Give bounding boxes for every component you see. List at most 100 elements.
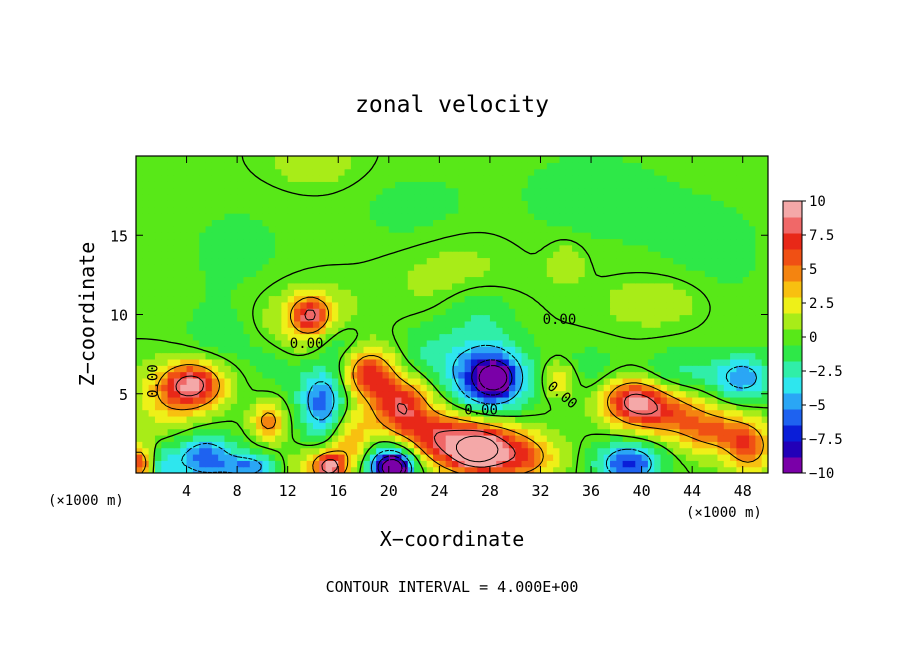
heatmap-cell	[369, 282, 377, 290]
heatmap-cell	[610, 314, 617, 322]
heatmap-cell	[420, 428, 428, 436]
heatmap-cell	[660, 415, 668, 423]
heatmap-cell	[597, 238, 605, 246]
heatmap-cell	[616, 263, 624, 271]
heatmap-cell	[647, 232, 655, 240]
heatmap-cell	[199, 257, 207, 265]
heatmap-cell	[420, 244, 428, 252]
heatmap-cell	[325, 181, 333, 189]
heatmap-cell	[704, 181, 712, 189]
heatmap-cell	[243, 225, 251, 233]
heatmap-cell	[445, 263, 453, 271]
heatmap-cell	[433, 333, 440, 341]
heatmap-cell	[192, 238, 200, 246]
heatmap-cell	[730, 320, 737, 328]
heatmap-cell	[407, 352, 415, 360]
heatmap-cell	[338, 270, 346, 278]
heatmap-cell	[192, 276, 200, 284]
heatmap-cell	[527, 301, 535, 309]
heatmap-cell	[369, 447, 377, 455]
heatmap-cell	[319, 384, 327, 392]
heatmap-cell	[350, 232, 358, 240]
heatmap-cell	[711, 453, 719, 461]
heatmap-cell	[338, 219, 346, 227]
heatmap-cell	[142, 422, 150, 430]
heatmap-cell	[407, 434, 415, 442]
heatmap-cell	[641, 289, 649, 297]
heatmap-cell	[237, 371, 245, 379]
heatmap-cell	[237, 289, 245, 297]
heatmap-cell	[256, 333, 263, 341]
heatmap-cell	[584, 232, 592, 240]
heatmap-cell	[294, 434, 301, 442]
heatmap-cell	[572, 384, 579, 392]
heatmap-cell	[218, 390, 226, 398]
heatmap-cell	[230, 460, 238, 468]
heatmap-cell	[565, 377, 573, 385]
heatmap-cell	[685, 219, 693, 227]
heatmap-cell	[426, 339, 434, 347]
heatmap-cell	[572, 434, 579, 442]
heatmap-cell	[603, 396, 611, 404]
heatmap-cell	[521, 377, 529, 385]
heatmap-cell	[287, 453, 295, 461]
heatmap-cell	[458, 308, 466, 316]
heatmap-cell	[243, 327, 251, 335]
heatmap-cell	[154, 289, 162, 297]
heatmap-cell	[369, 466, 377, 473]
heatmap-cell	[300, 377, 308, 385]
heatmap-cell	[180, 168, 188, 176]
heatmap-cell	[142, 251, 150, 259]
heatmap-cell	[452, 200, 459, 208]
heatmap-cell	[527, 409, 535, 417]
heatmap-cell	[218, 314, 226, 322]
heatmap-cell	[262, 460, 270, 468]
heatmap-cell	[692, 441, 700, 449]
heatmap-cell	[711, 339, 719, 347]
heatmap-cell	[654, 403, 662, 411]
heatmap-cell	[186, 428, 194, 436]
heatmap-cell	[161, 168, 169, 176]
heatmap-cell	[407, 409, 415, 417]
heatmap-cell	[192, 466, 200, 473]
heatmap-cell	[597, 339, 605, 347]
heatmap-cell	[306, 162, 314, 170]
heatmap-cell	[445, 415, 453, 423]
heatmap-cell	[578, 168, 586, 176]
heatmap-cell	[458, 194, 466, 201]
heatmap-cell	[578, 422, 586, 430]
heatmap-cell	[730, 219, 737, 227]
heatmap-cell	[237, 270, 245, 278]
heatmap-cell	[414, 168, 421, 176]
heatmap-cell	[312, 320, 320, 328]
heatmap-cell	[148, 314, 156, 322]
heatmap-cell	[338, 314, 346, 322]
heatmap-cell	[338, 428, 346, 436]
heatmap-cell	[660, 371, 668, 379]
heatmap-cell	[414, 320, 421, 328]
heatmap-cell	[641, 466, 649, 473]
heatmap-cell	[730, 333, 737, 341]
heatmap-cell	[540, 415, 548, 423]
heatmap-cell	[218, 365, 226, 373]
heatmap-cell	[136, 276, 143, 284]
heatmap-cell	[338, 358, 346, 366]
heatmap-cell	[388, 396, 396, 404]
heatmap-cell	[591, 162, 598, 170]
heatmap-cell	[622, 460, 630, 468]
heatmap-cell	[369, 270, 377, 278]
heatmap-cell	[211, 339, 219, 347]
heatmap-cell	[635, 263, 643, 271]
heatmap-cell	[363, 377, 371, 385]
heatmap-cell	[584, 384, 592, 392]
heatmap-cell	[711, 428, 719, 436]
heatmap-cell	[755, 194, 763, 201]
heatmap-cell	[673, 346, 681, 354]
heatmap-cell	[211, 447, 219, 455]
heatmap-cell	[350, 434, 358, 442]
heatmap-cell	[136, 434, 143, 442]
heatmap-cell	[527, 232, 535, 240]
heatmap-cell	[439, 409, 447, 417]
heatmap-cell	[622, 219, 630, 227]
heatmap-cell	[363, 213, 371, 220]
